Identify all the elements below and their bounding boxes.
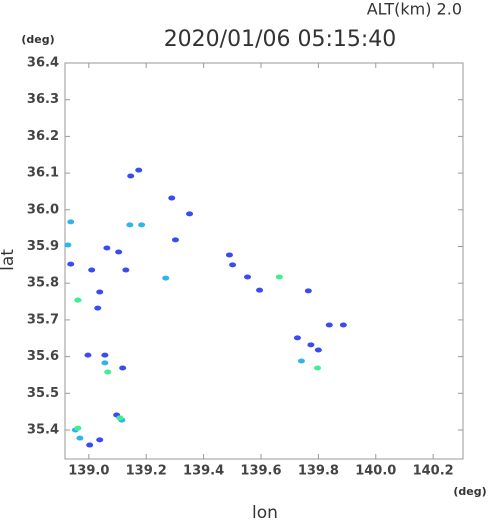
- echo-point: [101, 360, 109, 366]
- echo-point: [256, 287, 264, 293]
- echo-point: [84, 352, 92, 358]
- echo-point: [162, 275, 170, 281]
- echo-point: [225, 252, 233, 258]
- x-tick-label: 139.0: [68, 464, 109, 479]
- y-tick-label: 36.4: [27, 56, 59, 71]
- y-axis-label: lat: [0, 249, 18, 271]
- x-tick-label: 139.6: [240, 464, 281, 479]
- echo-point: [314, 365, 322, 371]
- echo-point: [275, 274, 283, 280]
- echo-point: [135, 167, 143, 173]
- echo-point: [119, 365, 127, 371]
- x-tick-label: 140.0: [355, 464, 396, 479]
- echo-point: [325, 322, 333, 328]
- y-tick-label: 36.0: [27, 202, 59, 217]
- echo-point: [138, 222, 146, 228]
- echo-point: [88, 267, 96, 273]
- y-tick-label: 35.9: [27, 239, 59, 254]
- annotation: ALT(km) 2.0: [367, 0, 462, 19]
- echo-point: [244, 274, 252, 280]
- x-axis-label: lon: [252, 503, 278, 521]
- echo-point: [101, 352, 109, 358]
- echo-point: [229, 262, 237, 268]
- y-unit: (deg): [21, 33, 54, 46]
- echo-point: [314, 347, 322, 353]
- y-tick-label: 36.2: [27, 129, 59, 144]
- echo-point: [67, 261, 75, 267]
- echo-point: [293, 335, 301, 341]
- echo-point: [103, 245, 111, 251]
- echo-point: [127, 173, 135, 179]
- y-tick-label: 35.5: [27, 386, 59, 401]
- echo-point: [104, 369, 112, 375]
- y-tick-label: 35.4: [27, 423, 59, 438]
- plot-frame: [64, 62, 464, 460]
- x-unit: (deg): [453, 485, 486, 498]
- echo-point: [307, 342, 315, 348]
- echo-point: [64, 242, 72, 248]
- y-tick-label: 35.8: [27, 276, 59, 291]
- echo-point: [96, 437, 104, 443]
- echo-point: [304, 288, 312, 294]
- echo-point: [126, 222, 134, 228]
- echo-point: [74, 297, 82, 303]
- x-tick-label: 139.2: [126, 464, 167, 479]
- echo-point: [339, 322, 347, 328]
- chart-title: 2020/01/06 05:15:40: [164, 27, 397, 52]
- echo-point: [86, 442, 94, 448]
- y-tick-label: 36.3: [27, 92, 59, 107]
- y-tick-label: 35.7: [27, 312, 59, 327]
- echo-point: [171, 237, 179, 243]
- echo-point: [186, 211, 194, 217]
- echo-point: [116, 415, 124, 421]
- echo-point: [67, 219, 75, 225]
- echo-point: [115, 249, 123, 255]
- x-tick-label: 139.8: [298, 464, 339, 479]
- echo-point: [76, 435, 84, 441]
- echo-point: [168, 195, 176, 201]
- y-tick-label: 35.6: [27, 349, 59, 364]
- x-tick-label: 139.4: [183, 464, 224, 479]
- echo-point: [122, 267, 130, 273]
- echo-point: [94, 305, 102, 311]
- y-tick-label: 36.1: [27, 166, 59, 181]
- x-tick-label: 140.2: [413, 464, 454, 479]
- echo-point: [74, 425, 82, 431]
- echo-point: [297, 358, 305, 364]
- echo-point: [96, 289, 104, 295]
